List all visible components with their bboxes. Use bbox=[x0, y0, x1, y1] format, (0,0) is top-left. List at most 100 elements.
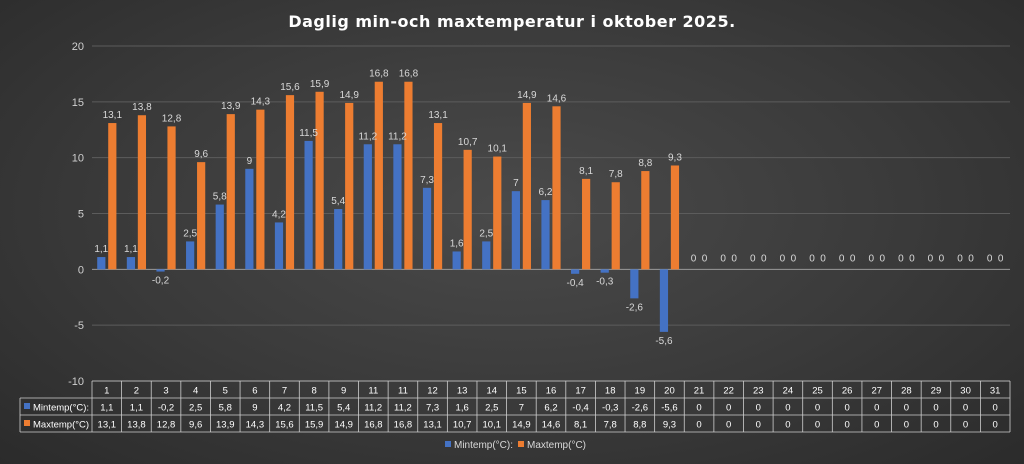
max-temp-label: 13,1 bbox=[428, 110, 448, 121]
min-temp-bar bbox=[334, 209, 343, 270]
max-temp-label: 10,1 bbox=[488, 144, 508, 155]
table-cell: 5,4 bbox=[337, 403, 350, 414]
table-header-cell: 28 bbox=[901, 386, 912, 397]
min-temp-bar bbox=[274, 222, 284, 270]
max-temp-bar bbox=[641, 171, 650, 270]
max-temp-label: 14,9 bbox=[517, 90, 537, 101]
table-header-cell: 25 bbox=[812, 386, 823, 397]
table-header-cell: 31 bbox=[990, 386, 1001, 397]
table-cell: 0 bbox=[844, 420, 849, 431]
max-temp-label: 15,9 bbox=[310, 79, 330, 90]
table-header-cell: 2 bbox=[134, 386, 139, 397]
min-temp-label: 0 bbox=[780, 253, 786, 264]
table-cell: 0 bbox=[726, 420, 731, 431]
max-temp-bar bbox=[374, 81, 383, 270]
y-axis: -10 -5 0 5 10 15 20 bbox=[68, 41, 84, 388]
table-header-cell: 3 bbox=[163, 386, 168, 397]
min-temp-bar bbox=[215, 204, 224, 270]
max-temp-label: 0 bbox=[909, 253, 915, 264]
min-temp-label: -2,6 bbox=[626, 302, 644, 313]
table-cell: 9,6 bbox=[189, 420, 202, 431]
min-temp-label: -5,6 bbox=[655, 336, 673, 347]
table-cell: 7,3 bbox=[426, 403, 439, 414]
y-tick-label: 5 bbox=[78, 209, 84, 221]
min-temp-bar bbox=[126, 257, 136, 270]
min-temp-bar bbox=[571, 269, 580, 274]
table-row-label: Mintemp(°C): bbox=[33, 403, 89, 414]
table-cell: 11,2 bbox=[364, 403, 382, 414]
table-cell: 0 bbox=[963, 420, 968, 431]
table-cell: 0 bbox=[815, 403, 820, 414]
max-temp-bar bbox=[552, 106, 561, 270]
max-temp-label: 8,1 bbox=[579, 166, 593, 177]
max-temp-label: 0 bbox=[761, 253, 767, 264]
min-temp-bar bbox=[600, 269, 609, 273]
max-temp-bar bbox=[167, 126, 176, 270]
table-cell: 0 bbox=[993, 420, 998, 431]
min-temp-label: 0 bbox=[691, 253, 697, 264]
min-temp-bar bbox=[245, 168, 254, 270]
max-temp-label: 14,3 bbox=[251, 97, 271, 108]
table-header-cell: 23 bbox=[753, 386, 764, 397]
table-cell: 0 bbox=[785, 420, 790, 431]
max-temp-label: 8,8 bbox=[638, 158, 652, 169]
table-header-cell: 27 bbox=[871, 386, 882, 397]
table-cell: 14,6 bbox=[542, 420, 561, 431]
table-cell: -0,4 bbox=[572, 403, 588, 414]
min-temp-label: -0,2 bbox=[152, 276, 170, 287]
chart-title: Daglig min-och maxtemperatur i oktober 2… bbox=[288, 12, 735, 31]
table-cell: 6,2 bbox=[544, 403, 557, 414]
min-temp-label: 2,5 bbox=[183, 228, 197, 239]
min-temp-label: 7,3 bbox=[420, 175, 434, 186]
table-header-cell: 24 bbox=[783, 386, 794, 397]
max-temp-label: 0 bbox=[791, 253, 797, 264]
min-temp-label: 0 bbox=[720, 253, 726, 264]
table-cell: -5,6 bbox=[661, 403, 677, 414]
table-cell: 0 bbox=[756, 420, 761, 431]
y-tick-label: 0 bbox=[78, 264, 84, 276]
table-cell: 5,8 bbox=[219, 403, 232, 414]
min-temp-label: 0 bbox=[750, 253, 756, 264]
table-header-cell: 5 bbox=[223, 386, 228, 397]
max-temp-label: 14,9 bbox=[339, 90, 359, 101]
min-temp-bar bbox=[186, 241, 195, 270]
table-cell: 0 bbox=[696, 420, 701, 431]
min-temp-label: 4,2 bbox=[272, 209, 286, 220]
table-cell: 0 bbox=[993, 403, 998, 414]
table-cell: 7,8 bbox=[604, 420, 617, 431]
table-row-label: Maxtemp(°C) bbox=[33, 420, 89, 431]
table-cell: -0,2 bbox=[158, 403, 174, 414]
table-cell: 0 bbox=[874, 420, 879, 431]
min-temp-label: 0 bbox=[839, 253, 845, 264]
table-cell: 0 bbox=[844, 403, 849, 414]
legend-key bbox=[518, 441, 524, 447]
min-temp-bar bbox=[482, 241, 491, 270]
max-temp-label: 13,1 bbox=[103, 110, 123, 121]
max-temp-label: 14,6 bbox=[547, 93, 567, 104]
table-header-cell: 19 bbox=[635, 386, 646, 397]
min-temp-bar bbox=[363, 144, 372, 270]
table-header-cell: 29 bbox=[931, 386, 942, 397]
table-header-cell: 21 bbox=[694, 386, 705, 397]
max-temp-bar bbox=[463, 149, 472, 270]
table-cell: 0 bbox=[756, 403, 761, 414]
table-cell: 0 bbox=[815, 420, 820, 431]
table-header-cell: 13 bbox=[457, 386, 468, 397]
max-temp-bar bbox=[226, 114, 235, 270]
table-header-cell: 7 bbox=[282, 386, 287, 397]
table-cell: 0 bbox=[785, 403, 790, 414]
max-temp-label: 0 bbox=[731, 253, 737, 264]
table-header-cell: 1 bbox=[104, 386, 109, 397]
table-cell: 15,6 bbox=[275, 420, 294, 431]
min-temp-bar bbox=[630, 269, 639, 299]
max-temp-label: 15,6 bbox=[280, 82, 300, 93]
table-cell: -0,3 bbox=[602, 403, 618, 414]
max-temp-bar bbox=[315, 91, 324, 270]
max-temp-bar bbox=[433, 123, 443, 270]
bars bbox=[97, 81, 680, 332]
min-temp-label: 0 bbox=[809, 253, 815, 264]
max-temp-label: 0 bbox=[998, 253, 1004, 264]
table-header-cell: 18 bbox=[605, 386, 616, 397]
max-temp-label: 0 bbox=[968, 253, 974, 264]
